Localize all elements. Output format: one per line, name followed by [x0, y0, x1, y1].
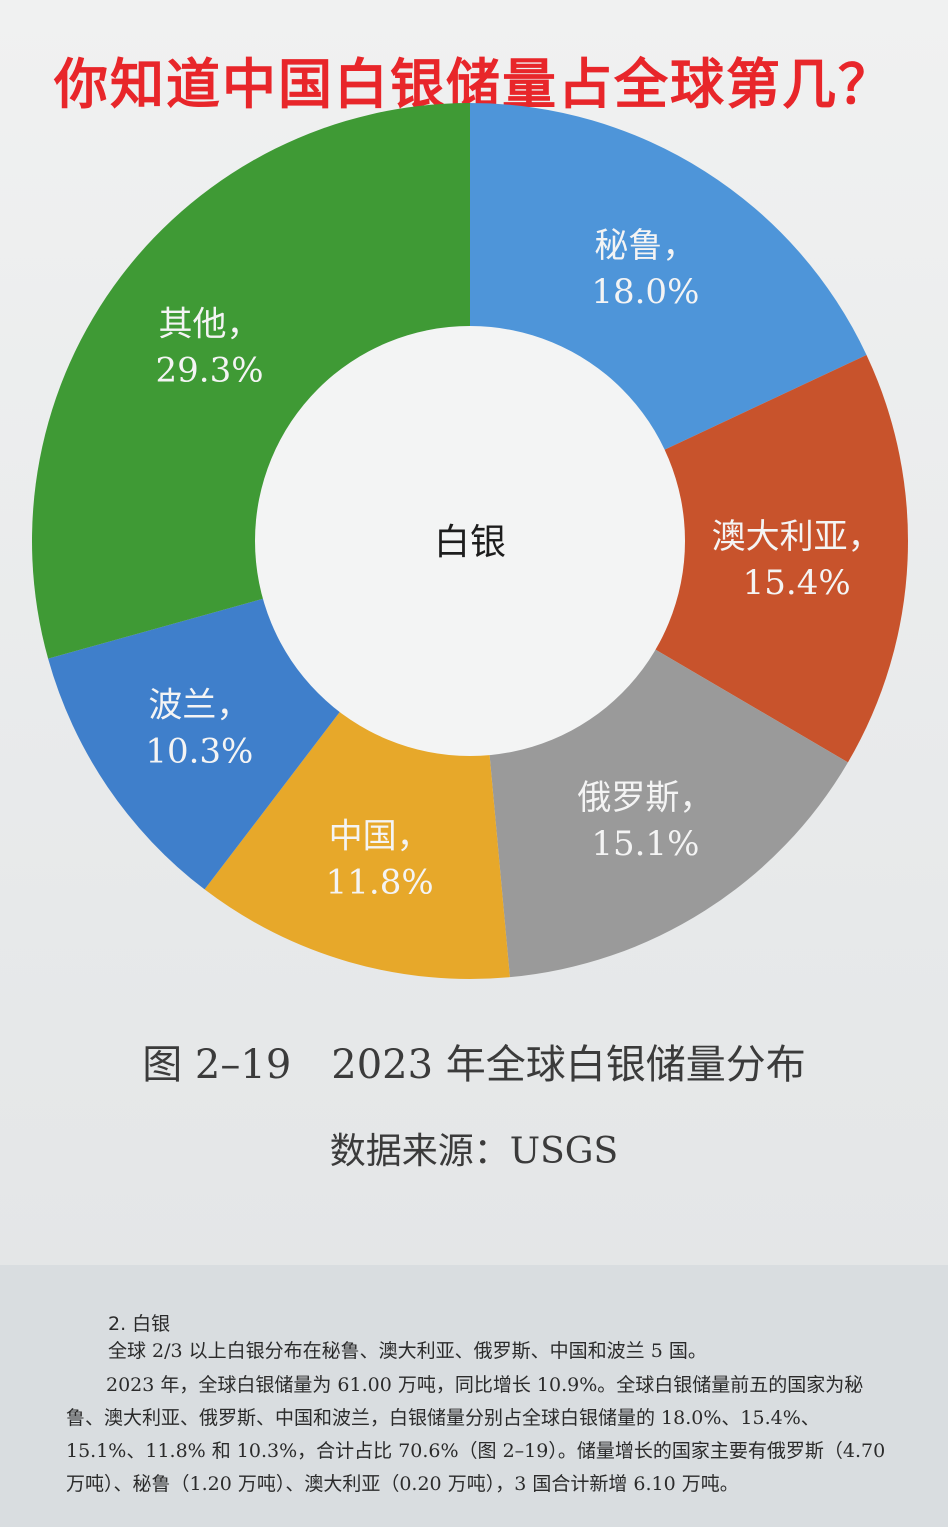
figure-caption: 图 2–19 2023 年全球白银储量分布: [142, 1042, 806, 1088]
slice-label-name-4: 波兰，: [148, 686, 250, 726]
section-title: 2. 白银: [108, 1313, 171, 1335]
slice-label-value-3: 11.8%: [326, 862, 434, 902]
paragraph-1: 全球 2/3 以上白银分布在秘鲁、澳大利亚、俄罗斯、中国和波兰 5 国。: [108, 1340, 707, 1362]
slice-1: [470, 354, 909, 763]
labels-group: 秘鲁， 18.0% 澳大利亚， 15.4% 俄罗斯， 15.1% 中国， 11.8% 波兰， 10…: [145, 226, 881, 902]
slice-label-value-4: 10.3%: [145, 732, 253, 772]
slice-label-value-2: 15.1%: [591, 824, 699, 864]
slice-label-name-3: 中国，: [329, 816, 431, 856]
slice-label-name-2: 俄罗斯，: [577, 778, 713, 818]
source-caption: 数据来源：USGS: [329, 1131, 619, 1172]
body-text-section: 2. 白银 全球 2/3 以上白银分布在秘鲁、澳大利亚、俄罗斯、中国和波兰 5 …: [0, 1265, 948, 1527]
slice-label-name-1: 澳大利亚，: [712, 517, 882, 557]
center-label: 白银: [434, 522, 506, 563]
slice-label-name-0: 秘鲁，: [594, 226, 696, 266]
slice-label-value-5: 29.3%: [156, 350, 264, 390]
slice-label-value-0: 18.0%: [591, 272, 699, 312]
donut-chart: 白银 秘鲁， 18.0% 澳大利亚， 15.4% 俄罗斯， 15.1% 中国， 11.8% 波兰…: [31, 103, 909, 979]
slice-label-value-1: 15.4%: [743, 563, 851, 603]
paragraph-2: 2023 年，全球白银储量为 61.00 万吨，同比增长 10.9%。全球白银储…: [66, 1374, 886, 1495]
slice-label-name-5: 其他，: [159, 304, 261, 344]
donut-hole: [255, 326, 685, 756]
